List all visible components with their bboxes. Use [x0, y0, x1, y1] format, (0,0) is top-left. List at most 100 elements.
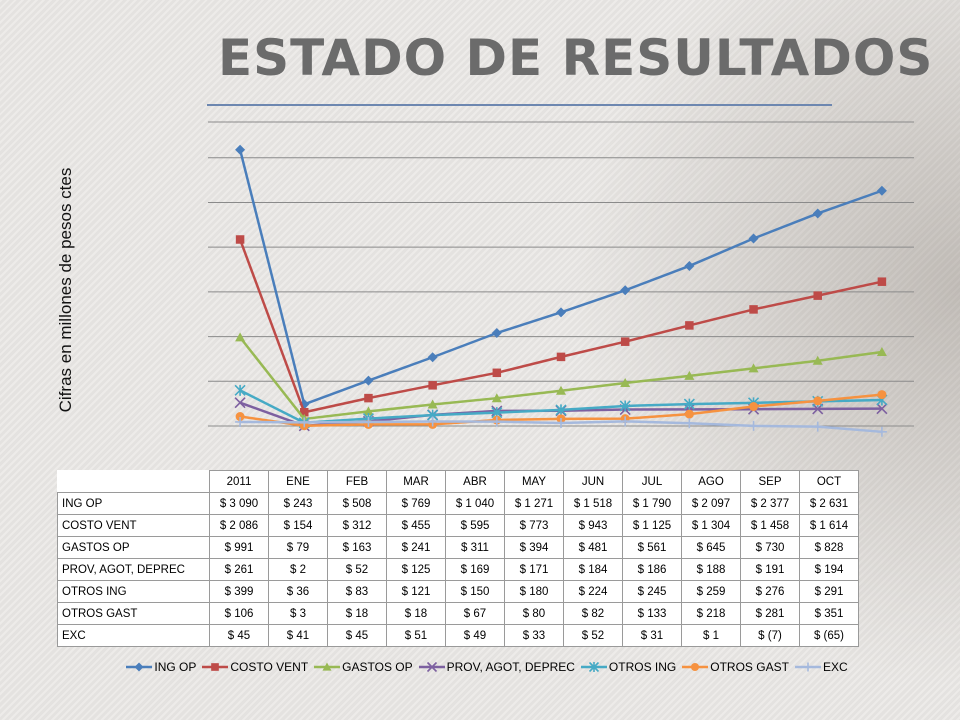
data-point-exc	[620, 416, 631, 427]
data-point-costo-vent	[235, 235, 245, 244]
data-label: $ 18	[327, 602, 387, 625]
data-point-exc	[299, 417, 310, 428]
data-label: $ 52	[563, 624, 623, 647]
data-label: $ 150	[445, 580, 505, 603]
data-label: $ 2 086	[209, 514, 269, 537]
data-label: $ (65)	[799, 624, 859, 647]
legend-item-gastos-op: GASTOS OP	[314, 660, 413, 674]
data-label: $ 1 304	[681, 514, 741, 537]
legend-item-prov-agot-deprec: PROV, AGOT, DEPREC	[418, 660, 575, 674]
data-label: $ 351	[799, 602, 859, 625]
data-point-gastos-op	[556, 385, 566, 395]
data-point-otros-ing	[234, 384, 246, 396]
legend-swatch-marker	[322, 662, 332, 671]
data-point-gastos-op	[363, 406, 374, 416]
data-label: $ 80	[504, 602, 564, 625]
data-label: $ 169	[445, 558, 505, 581]
legend-swatch-marker	[211, 663, 220, 671]
legend-swatch	[580, 661, 607, 673]
legend-label: EXC	[822, 660, 848, 674]
data-point-ing-op	[235, 144, 246, 155]
data-label: $ 1 040	[445, 492, 505, 515]
data-label: $ 45	[209, 624, 269, 647]
data-label: $ 2 377	[740, 492, 800, 515]
data-point-exc	[235, 416, 246, 427]
data-label: $ 188	[681, 558, 741, 581]
data-point-costo-vent	[877, 277, 887, 286]
data-label: $ 3 090	[209, 492, 269, 515]
data-label: $ 1 271	[504, 492, 564, 515]
data-label: $ 595	[445, 514, 505, 537]
table-row: OTROS GAST $ 106 $ 3 $ 18 $ 18 $ 67 $ 80 $ 82 $ …	[57, 602, 859, 625]
table-row: COSTO VENT $ 2 086 $ 154 $ 312 $ 455 $ 595 $ 7…	[57, 514, 859, 537]
data-point-costo-vent	[300, 407, 309, 417]
data-label: $ 67	[445, 602, 505, 625]
data-label: $ 455	[386, 514, 446, 537]
data-point-ing-op	[363, 375, 374, 386]
legend-swatch	[126, 662, 153, 672]
data-label: $ 36	[268, 580, 328, 603]
legend-swatch-marker	[426, 661, 437, 673]
data-point-exc	[748, 420, 759, 431]
data-point-otros-gast	[749, 402, 759, 412]
data-label: $ 508	[327, 492, 387, 515]
data-point-prov-agot-deprec	[876, 403, 888, 415]
table-corner	[58, 471, 210, 493]
data-label: $ 773	[504, 514, 564, 537]
data-label: $ 769	[386, 492, 446, 515]
data-point-ing-op	[684, 260, 695, 271]
data-label: $ 261	[209, 558, 269, 581]
legend-item-costo-vent: COSTO VENT	[202, 660, 308, 674]
data-label: $ 3	[268, 602, 328, 625]
chart-legend: ING OP COSTO VENT GASTOS OP PROV, AGOT, DEP…	[60, 660, 920, 674]
data-label: $ 259	[681, 580, 741, 603]
data-label: $ 31	[622, 624, 682, 647]
data-point-exc	[684, 418, 695, 429]
legend-item-otros-gast: OTROS GAST	[682, 660, 789, 674]
table-row: EXC $ 45 $ 41 $ 45 $ 51 $ 49 $ 33 $ 52 $ 31 $ 1 $ …	[57, 624, 859, 647]
series-name: ING OP	[57, 492, 210, 515]
data-label: $ 218	[681, 602, 741, 625]
data-label: $ 41	[268, 624, 328, 647]
data-label: $ 121	[386, 580, 446, 603]
data-label: $ 394	[504, 536, 564, 559]
data-point-gastos-op	[620, 377, 631, 387]
data-label: $ 991	[209, 536, 269, 559]
data-point-costo-vent	[685, 321, 694, 330]
data-point-otros-gast	[877, 390, 887, 400]
data-point-prov-agot-deprec	[234, 397, 246, 409]
category-label: MAR	[386, 470, 446, 493]
table-header-row: 2011 ENE FEB MAR ABR MAY JUN JUL AGO SEP OCT	[58, 470, 859, 493]
data-point-exc	[812, 421, 823, 432]
category-label: 2011	[209, 470, 269, 493]
table-row: ING OP $ 3 090 $ 243 $ 508 $ 769 $ 1 040 $ 1 2…	[57, 492, 859, 515]
series-name: OTROS GAST	[57, 602, 210, 625]
data-point-gastos-op	[876, 346, 887, 356]
legend-swatch	[202, 663, 229, 671]
data-point-ing-op	[812, 208, 823, 219]
table-row: GASTOS OP $ 991 $ 79 $ 163 $ 241 $ 311 $ 394 $ …	[57, 536, 859, 559]
category-label: JUL	[622, 470, 682, 493]
series-name: GASTOS OP	[57, 536, 210, 559]
data-label: $ 645	[681, 536, 741, 559]
data-label: $ 194	[799, 558, 859, 581]
data-label: $ 281	[740, 602, 800, 625]
data-label: $ 79	[268, 536, 328, 559]
series-name: COSTO VENT	[57, 514, 210, 537]
legend-label: PROV, AGOT, DEPREC	[446, 660, 575, 674]
data-point-exc	[556, 418, 566, 429]
legend-swatch	[682, 662, 709, 672]
data-label: $ 180	[504, 580, 564, 603]
data-label: $ 241	[386, 536, 446, 559]
legend-item-ing-op: ING OP	[126, 660, 196, 674]
data-label: $ 2	[268, 558, 328, 581]
legend-swatch-marker	[803, 662, 813, 672]
title-underline	[207, 104, 832, 106]
data-point-ing-op	[876, 185, 887, 196]
data-label: $ 481	[563, 536, 623, 559]
data-point-costo-vent	[428, 381, 437, 390]
legend-label: ING OP	[154, 660, 197, 674]
legend-swatch	[314, 662, 341, 671]
data-point-otros-ing	[619, 400, 631, 412]
data-point-costo-vent	[364, 393, 373, 403]
